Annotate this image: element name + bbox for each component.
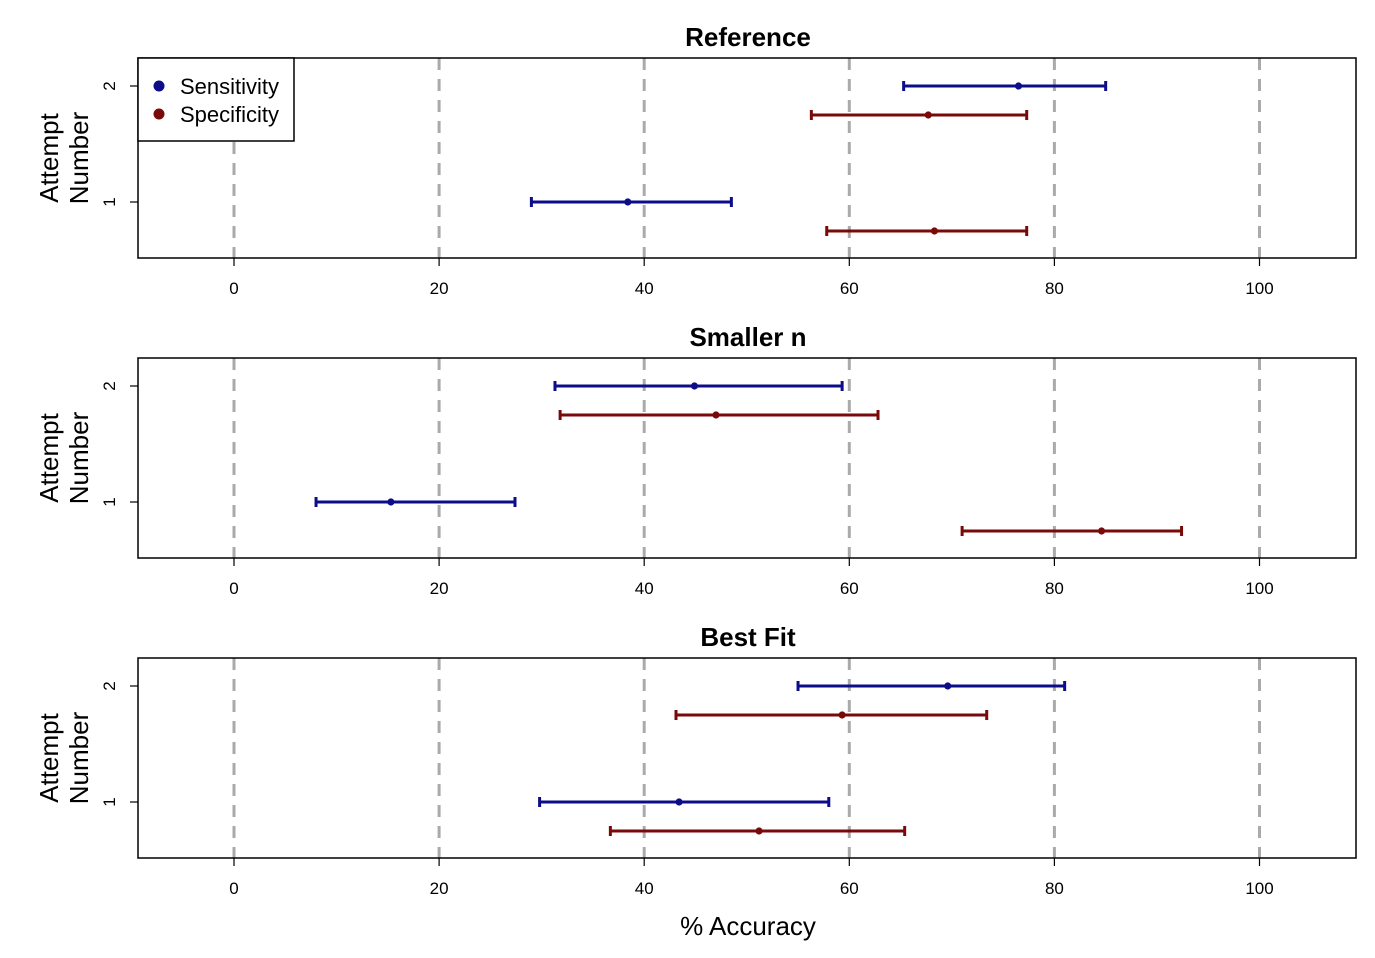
y-axis-label-line2: Number — [64, 411, 94, 504]
plot-frame — [137, 657, 1357, 859]
interval-sensitivity-attempt-2 — [796, 681, 1067, 691]
legend-marker-specificity — [153, 108, 165, 120]
interval-specificity-attempt-2 — [558, 410, 880, 420]
interval-sensitivity-attempt-1 — [538, 797, 831, 807]
point-estimate — [924, 111, 932, 119]
x-tick-label: 0 — [229, 579, 238, 598]
legend: Sensitivity Specificity — [137, 57, 295, 142]
interval-specificity-attempt-2 — [809, 110, 1029, 120]
x-tick-label: 80 — [1045, 579, 1064, 598]
interval-specificity-attempt-1 — [960, 526, 1184, 536]
y-tick-label: 2 — [100, 681, 119, 690]
y-tick-label: 1 — [100, 797, 119, 806]
x-tick-label: 100 — [1245, 579, 1273, 598]
y-tick-label: 2 — [100, 81, 119, 90]
point-estimate — [387, 498, 395, 506]
x-tick-label: 60 — [840, 879, 859, 898]
x-tick-label: 60 — [840, 579, 859, 598]
point-estimate — [712, 411, 720, 419]
x-tick-label: 100 — [1245, 279, 1273, 298]
interval-specificity-attempt-1 — [825, 226, 1029, 236]
panel-reference: Reference 0 20 40 60 80 100 1 2 Attempt Number Sens… — [34, 22, 1357, 298]
point-estimate — [930, 227, 939, 235]
interval-sensitivity-attempt-1 — [314, 497, 517, 507]
legend-box — [137, 57, 295, 142]
legend-marker-sensitivity — [153, 80, 165, 92]
x-tick-label: 80 — [1045, 879, 1064, 898]
point-estimate — [675, 798, 683, 806]
point-estimate — [1014, 82, 1023, 90]
plot-frame — [137, 57, 1357, 259]
panel-smaller-n: Smaller n 0 20 40 60 80 100 1 2 Attempt Number — [34, 322, 1357, 598]
legend-label-sensitivity: Sensitivity — [180, 74, 279, 99]
y-tick-label: 1 — [100, 497, 119, 506]
plot-frame — [137, 357, 1357, 559]
x-tick-label: 40 — [635, 579, 654, 598]
y-axis-label-line1: Attempt — [34, 712, 64, 802]
panel-title: Reference — [685, 22, 811, 52]
x-tick-label: 0 — [229, 279, 238, 298]
interval-specificity-attempt-2 — [674, 710, 989, 720]
legend-label-specificity: Specificity — [180, 102, 279, 127]
x-tick-label: 20 — [430, 579, 449, 598]
x-axis-label: % Accuracy — [680, 911, 816, 941]
point-estimate — [624, 198, 632, 206]
x-tick-label: 40 — [635, 879, 654, 898]
panel-title: Best Fit — [700, 622, 796, 652]
x-tick-label: 80 — [1045, 279, 1064, 298]
y-tick-label: 2 — [100, 381, 119, 390]
point-estimate — [1097, 527, 1106, 535]
x-tick-label: 40 — [635, 279, 654, 298]
x-tick-label: 100 — [1245, 879, 1273, 898]
point-estimate — [755, 827, 763, 835]
y-tick-label: 1 — [100, 197, 119, 206]
y-axis-label-line2: Number — [64, 711, 94, 804]
x-tick-label: 20 — [430, 279, 449, 298]
y-axis-label-line1: Attempt — [34, 112, 64, 202]
interval-sensitivity-attempt-2 — [902, 81, 1108, 91]
interval-sensitivity-attempt-1 — [529, 197, 733, 207]
x-tick-label: 0 — [229, 879, 238, 898]
point-estimate — [690, 382, 699, 390]
point-estimate — [944, 682, 952, 690]
y-axis-label-line2: Number — [64, 111, 94, 204]
y-axis-label-line1: Attempt — [34, 412, 64, 502]
x-tick-label: 60 — [840, 279, 859, 298]
panel-title: Smaller n — [689, 322, 806, 352]
panel-best-fit: Best Fit 0 20 40 60 80 100 1 2 Attempt Number — [34, 622, 1357, 898]
interval-specificity-attempt-1 — [608, 826, 907, 836]
point-estimate — [838, 711, 846, 719]
x-tick-label: 20 — [430, 879, 449, 898]
interval-sensitivity-attempt-2 — [553, 381, 844, 391]
